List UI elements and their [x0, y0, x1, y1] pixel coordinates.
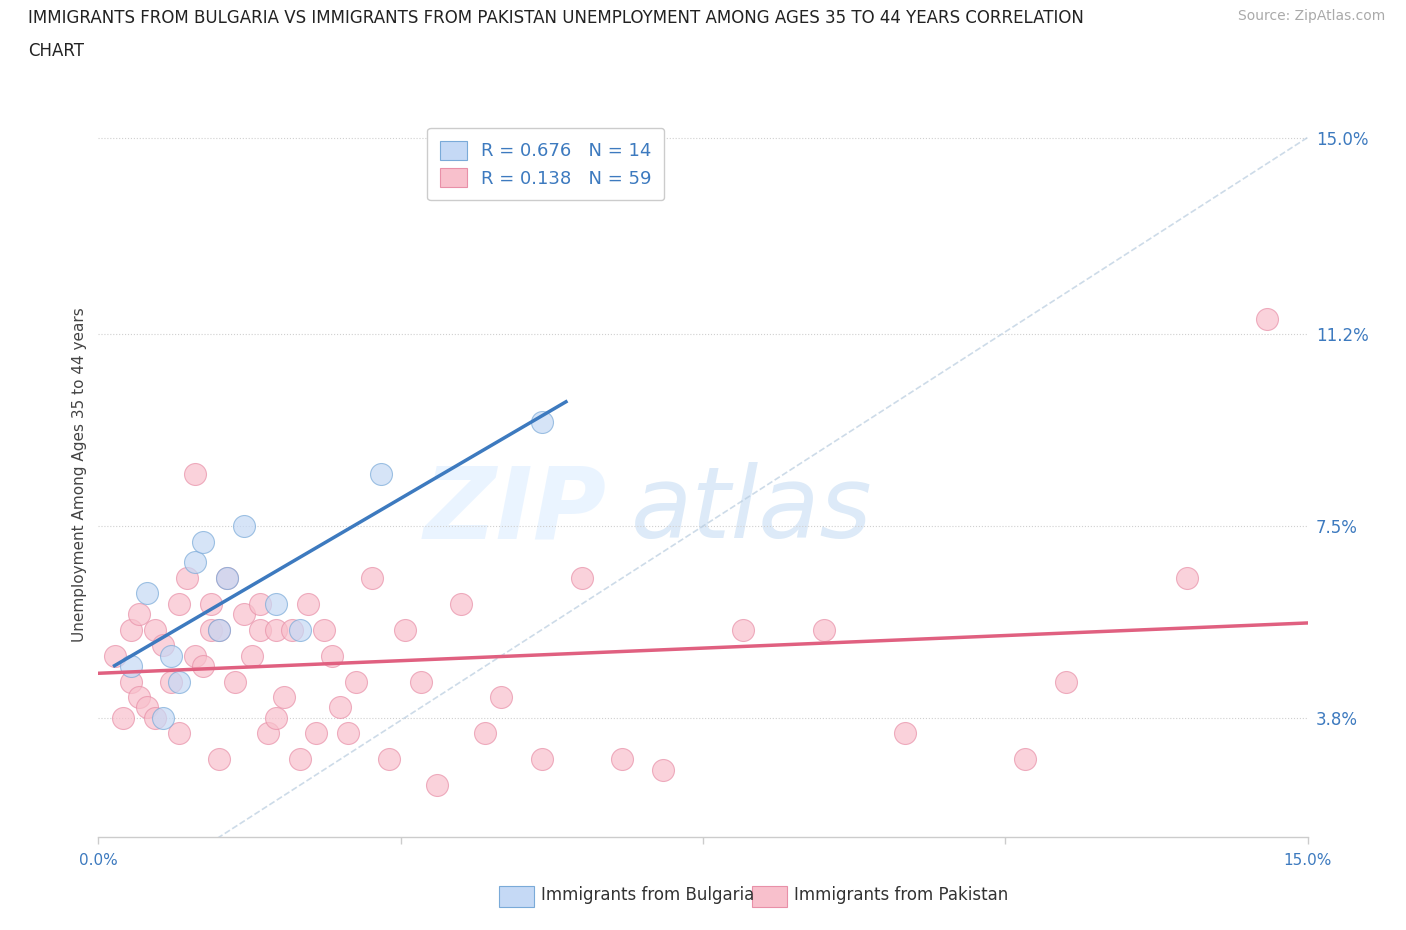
Point: [128, 690, 150, 705]
Point: [208, 622, 231, 637]
Point: [152, 638, 174, 653]
Point: [120, 622, 142, 637]
Point: [193, 658, 215, 673]
Point: [1054, 674, 1077, 689]
Point: [167, 596, 190, 611]
Point: [135, 586, 157, 601]
Point: [394, 622, 416, 637]
Point: [143, 622, 166, 637]
Point: [314, 622, 336, 637]
Point: [288, 751, 311, 766]
Point: [128, 606, 150, 621]
Point: [491, 690, 513, 705]
Point: [305, 726, 328, 741]
Point: [361, 570, 384, 585]
Point: [1256, 312, 1278, 326]
Point: [612, 751, 634, 766]
Point: [249, 622, 271, 637]
Text: ZIP: ZIP: [423, 462, 606, 559]
Point: [232, 519, 254, 534]
Point: [249, 596, 271, 611]
Point: [1175, 570, 1198, 585]
Point: [208, 622, 231, 637]
Point: [111, 711, 134, 725]
Point: [344, 674, 367, 689]
Point: [200, 596, 222, 611]
Point: [370, 467, 392, 482]
Point: [193, 534, 215, 549]
Point: [337, 726, 360, 741]
Point: [176, 570, 198, 585]
Point: [184, 467, 207, 482]
Point: [273, 690, 295, 705]
Point: [530, 751, 553, 766]
Point: [232, 606, 254, 621]
Point: [120, 658, 142, 673]
Point: [297, 596, 319, 611]
Point: [240, 648, 263, 663]
Point: [152, 711, 174, 725]
Point: [217, 570, 239, 585]
Point: [288, 622, 311, 637]
Text: Immigrants from Pakistan: Immigrants from Pakistan: [794, 885, 1008, 904]
Text: CHART: CHART: [28, 42, 84, 60]
Point: [160, 674, 183, 689]
Point: [813, 622, 835, 637]
Point: [409, 674, 432, 689]
Point: [1014, 751, 1036, 766]
Point: [217, 570, 239, 585]
Point: [103, 648, 125, 663]
Point: [329, 700, 352, 715]
Text: IMMIGRANTS FROM BULGARIA VS IMMIGRANTS FROM PAKISTAN UNEMPLOYMENT AMONG AGES 35 : IMMIGRANTS FROM BULGARIA VS IMMIGRANTS F…: [28, 9, 1084, 27]
Point: [120, 674, 142, 689]
Point: [135, 700, 157, 715]
Point: [893, 726, 915, 741]
Text: Immigrants from Bulgaria: Immigrants from Bulgaria: [541, 885, 755, 904]
Point: [160, 648, 183, 663]
Point: [264, 711, 287, 725]
Point: [167, 674, 190, 689]
Text: Source: ZipAtlas.com: Source: ZipAtlas.com: [1237, 9, 1385, 23]
Text: atlas: atlas: [630, 462, 872, 559]
Text: 15.0%: 15.0%: [1284, 853, 1331, 868]
Point: [474, 726, 496, 741]
Text: 0.0%: 0.0%: [79, 853, 118, 868]
Point: [264, 622, 287, 637]
Point: [377, 751, 399, 766]
Point: [264, 596, 287, 611]
Point: [224, 674, 246, 689]
Y-axis label: Unemployment Among Ages 35 to 44 years: Unemployment Among Ages 35 to 44 years: [72, 307, 87, 642]
Point: [281, 622, 304, 637]
Point: [450, 596, 472, 611]
Point: [167, 726, 190, 741]
Point: [208, 751, 231, 766]
Point: [143, 711, 166, 725]
Point: [651, 763, 673, 777]
Point: [733, 622, 755, 637]
Point: [571, 570, 593, 585]
Legend: R = 0.676   N = 14, R = 0.138   N = 59: R = 0.676 N = 14, R = 0.138 N = 59: [427, 128, 665, 200]
Point: [200, 622, 222, 637]
Point: [530, 415, 553, 430]
Point: [321, 648, 343, 663]
Point: [426, 777, 449, 792]
Point: [256, 726, 278, 741]
Point: [184, 555, 207, 570]
Point: [184, 648, 207, 663]
